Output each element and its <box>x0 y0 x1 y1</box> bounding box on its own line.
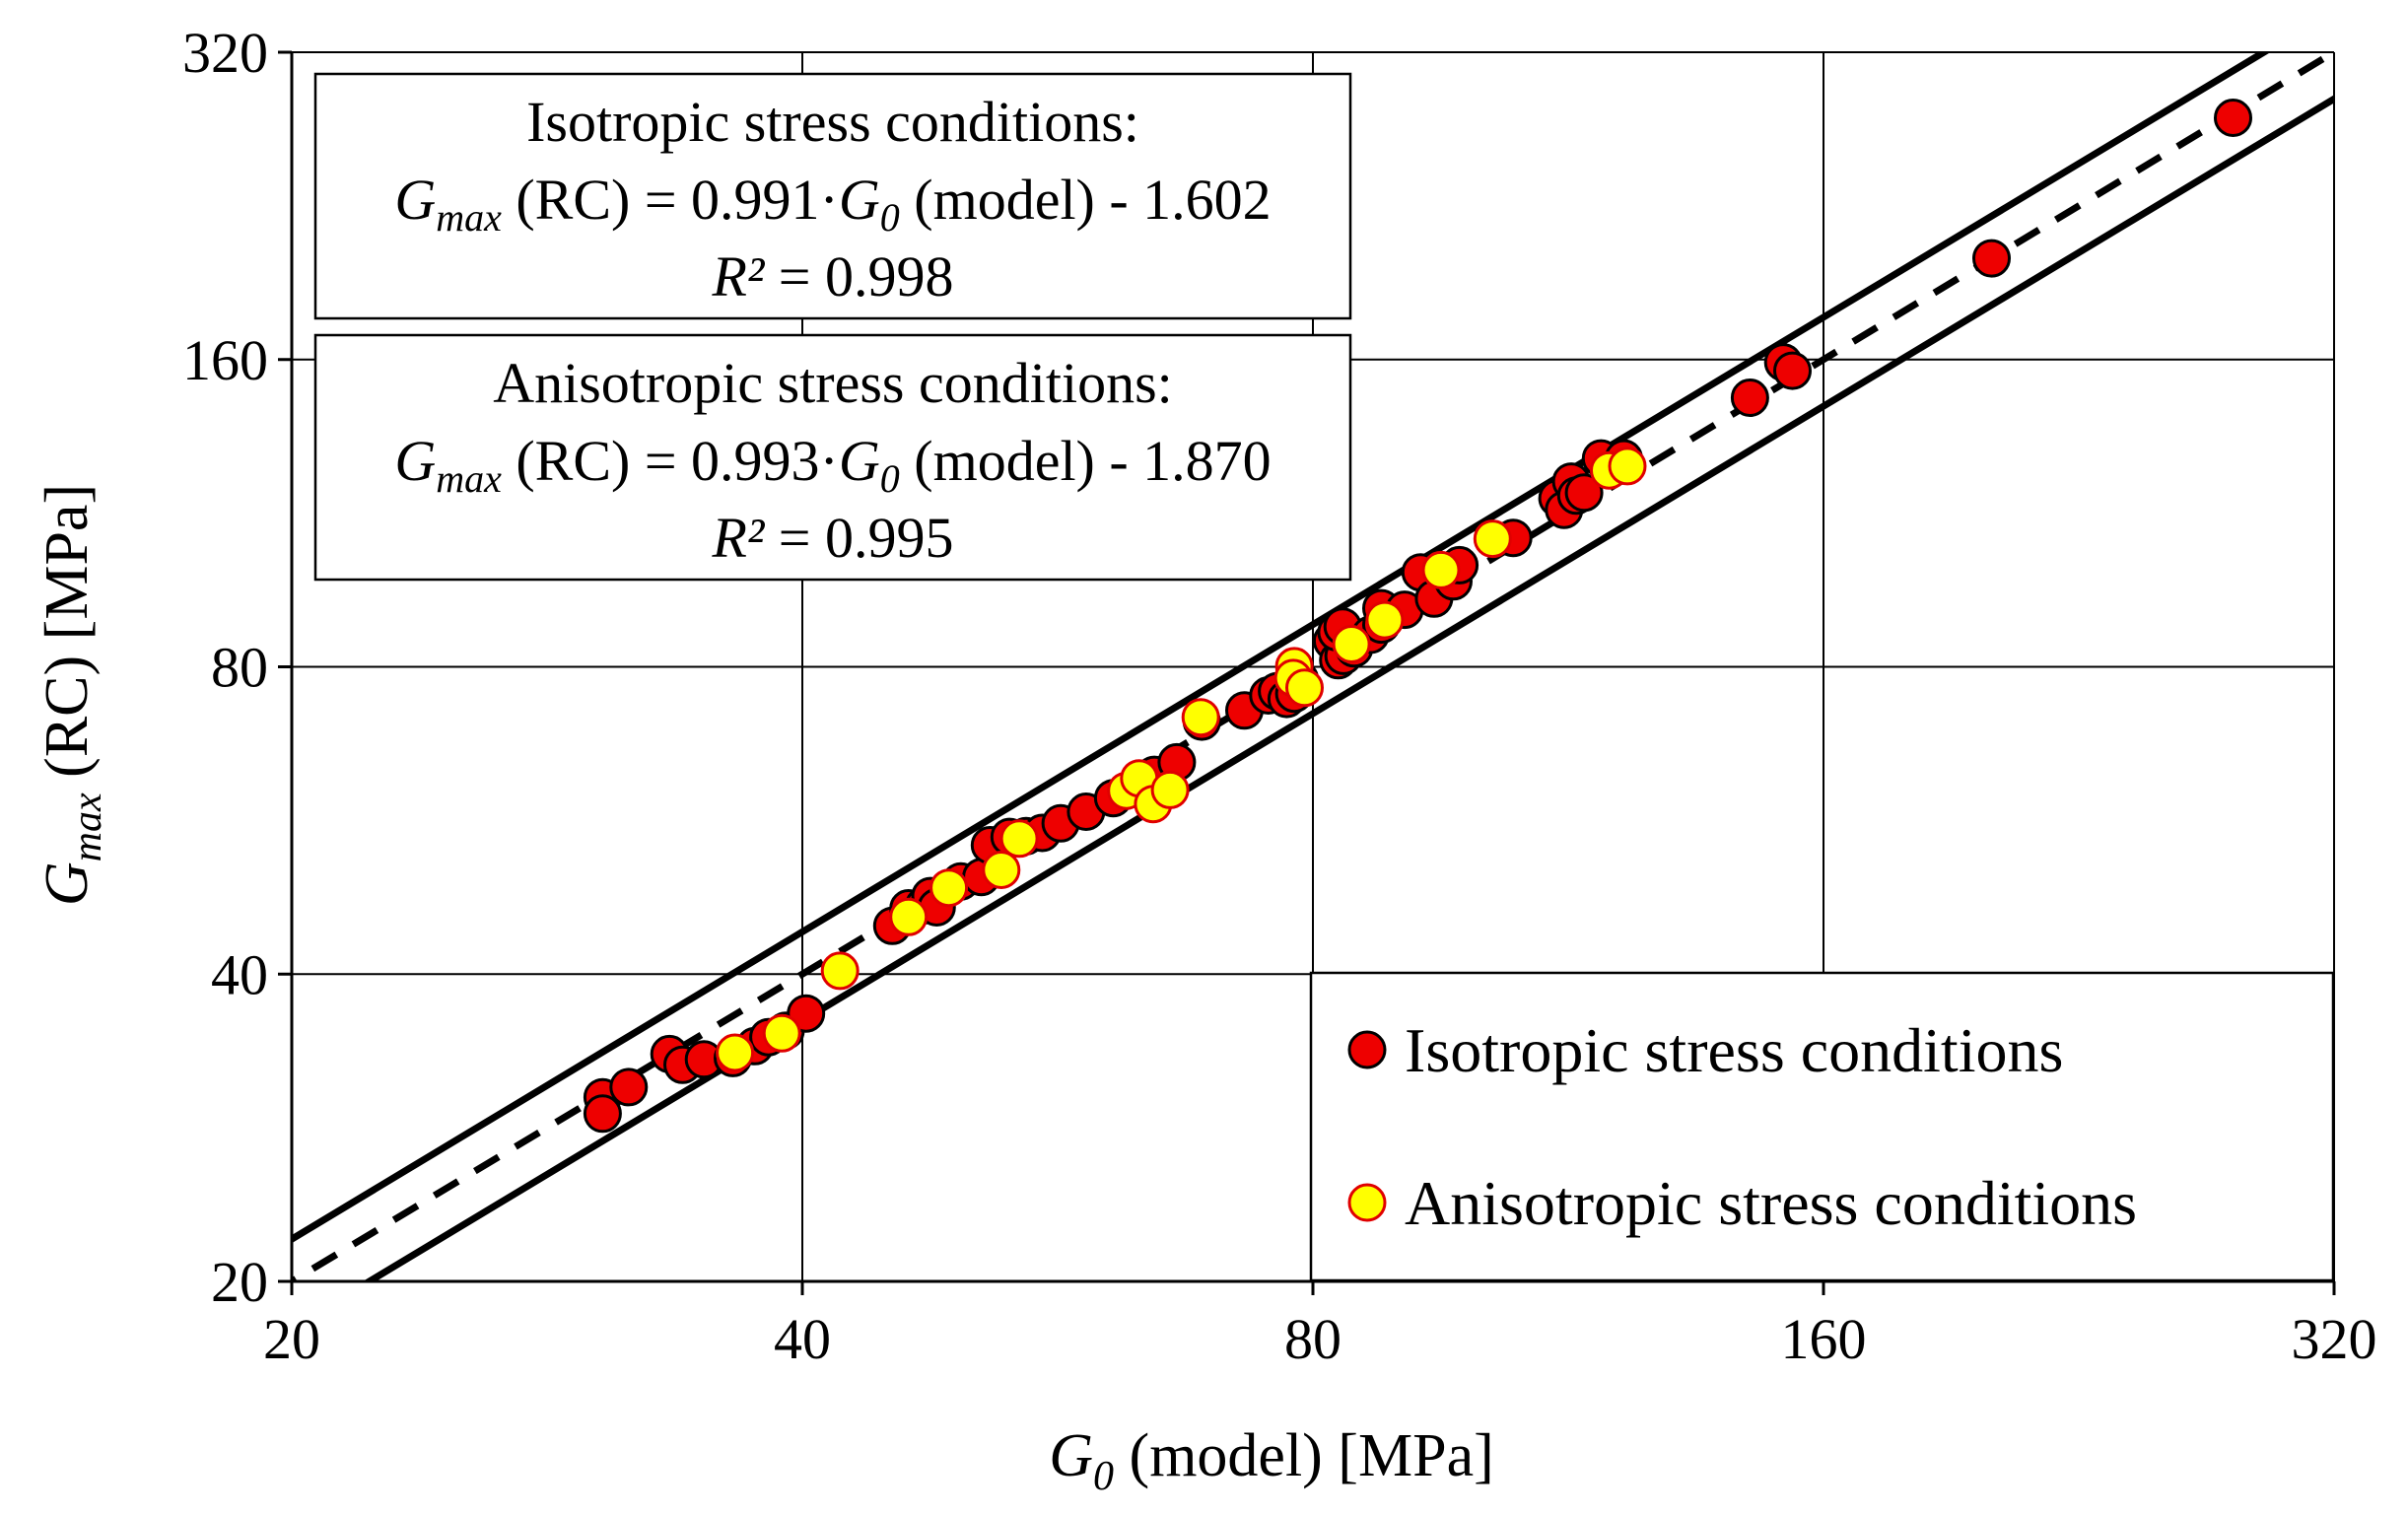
iso-lhs-text: (RC) = 0.991· <box>502 168 839 232</box>
y-tick-label: 40 <box>211 942 268 1006</box>
x-axis-text: (model) [MPa] <box>1114 1422 1494 1489</box>
y-tick-label: 80 <box>211 636 268 700</box>
equation-box-anisotropic: Anisotropic stress conditions: Gmax (RC)… <box>313 333 1352 582</box>
isotropic-point <box>1773 351 1812 390</box>
iso-rhs-text: (model) - 1.602 <box>900 168 1272 232</box>
equation-box-isotropic-frame <box>313 72 1352 320</box>
aniso-lhs-subscript: max <box>436 456 502 501</box>
iso-rhs-symbol: G <box>839 168 880 232</box>
anisotropic-box-title: Anisotropic stress conditions: <box>493 351 1173 415</box>
anisotropic-point <box>929 868 969 908</box>
x-axis-label: G0 (model) [MPa] <box>1049 1422 1493 1499</box>
lower-bound-line <box>362 95 2334 1281</box>
one-to-one-dashed-line <box>292 52 2334 1281</box>
reference-lines <box>292 52 2334 1281</box>
y-tick-labels: 20 40 80 160 320 <box>182 21 268 1314</box>
anisotropic-equation: Gmax (RC) = 0.993·G0 (model) - 1.870 <box>394 429 1271 501</box>
equation-box-anisotropic-frame <box>313 333 1352 582</box>
anisotropic-point <box>1608 447 1647 486</box>
legend-label-isotropic: Isotropic stress conditions <box>1405 1015 2063 1085</box>
anisotropic-point <box>1332 625 1371 663</box>
y-axis-subscript: max <box>65 792 110 861</box>
isotropic-point <box>609 1067 649 1107</box>
y-tick-label: 320 <box>182 21 268 85</box>
x-tick-label: 320 <box>2292 1307 2377 1371</box>
aniso-rhs-subscript: 0 <box>880 456 900 501</box>
aniso-lhs-symbol: G <box>394 429 436 493</box>
isotropic-r-squared: R² = 0.998 <box>711 244 953 309</box>
legend: Isotropic stress conditions Anisotropic … <box>1309 971 2335 1282</box>
y-axis-text: (RC) [MPa] <box>34 484 101 792</box>
anisotropic-point <box>1473 519 1512 559</box>
legend-marker-isotropic <box>1347 1030 1387 1069</box>
iso-r2-label: R² <box>711 244 765 309</box>
isotropic-box-title: Isotropic stress conditions: <box>526 90 1139 154</box>
isotropic-equation: Gmax (RC) = 0.991·G0 (model) - 1.602 <box>394 168 1271 240</box>
anisotropic-point <box>999 819 1039 859</box>
legend-marker-anisotropic <box>1347 1183 1387 1222</box>
aniso-rhs-text: (model) - 1.870 <box>900 429 1272 493</box>
legend-label-anisotropic: Anisotropic stress conditions <box>1405 1168 2137 1238</box>
isotropic-point <box>1564 473 1604 513</box>
anisotropic-point <box>716 1033 755 1072</box>
aniso-r2-label: R² <box>711 506 765 570</box>
anisotropic-point <box>1181 698 1220 737</box>
anisotropic-point <box>1421 550 1461 589</box>
iso-lhs-symbol: G <box>394 168 436 232</box>
aniso-rhs-symbol: G <box>839 429 880 493</box>
aniso-r2-value: = 0.995 <box>764 506 953 570</box>
anisotropic-point <box>1365 600 1405 640</box>
y-tick-label: 160 <box>182 328 268 392</box>
upper-bound-line <box>292 52 2271 1244</box>
x-tick-label: 40 <box>774 1307 831 1371</box>
isotropic-point <box>1972 239 2011 278</box>
y-axis-label: Gmax (RC) [MPa] <box>34 484 110 906</box>
anisotropic-point <box>1150 770 1190 809</box>
isotropic-point <box>1730 379 1769 417</box>
aniso-lhs-text: (RC) = 0.993· <box>502 429 839 493</box>
x-tick-label: 80 <box>1284 1307 1342 1371</box>
iso-r2-value: = 0.998 <box>764 244 953 309</box>
data-points <box>583 99 2252 1134</box>
x-axis-symbol: G <box>1049 1422 1093 1489</box>
y-axis-symbol: G <box>34 861 101 906</box>
iso-rhs-subscript: 0 <box>880 195 900 240</box>
x-axis-subscript: 0 <box>1093 1454 1114 1499</box>
x-tick-label: 160 <box>1781 1307 1867 1371</box>
anisotropic-point <box>982 851 1021 889</box>
anisotropic-point <box>762 1013 801 1053</box>
plot-frame <box>278 50 2336 1295</box>
y-tick-label: 20 <box>211 1250 268 1314</box>
isotropic-point <box>583 1094 622 1134</box>
iso-lhs-subscript: max <box>436 195 502 240</box>
x-tick-labels: 20 40 80 160 320 <box>263 1307 2377 1371</box>
anisotropic-point <box>889 897 929 936</box>
isotropic-point <box>2214 99 2252 137</box>
equation-box-isotropic: Isotropic stress conditions: Gmax (RC) =… <box>313 72 1352 320</box>
anisotropic-point <box>1285 668 1324 708</box>
anisotropic-r-squared: R² = 0.995 <box>711 506 953 570</box>
anisotropic-point <box>820 951 860 991</box>
x-tick-label: 20 <box>263 1307 320 1371</box>
